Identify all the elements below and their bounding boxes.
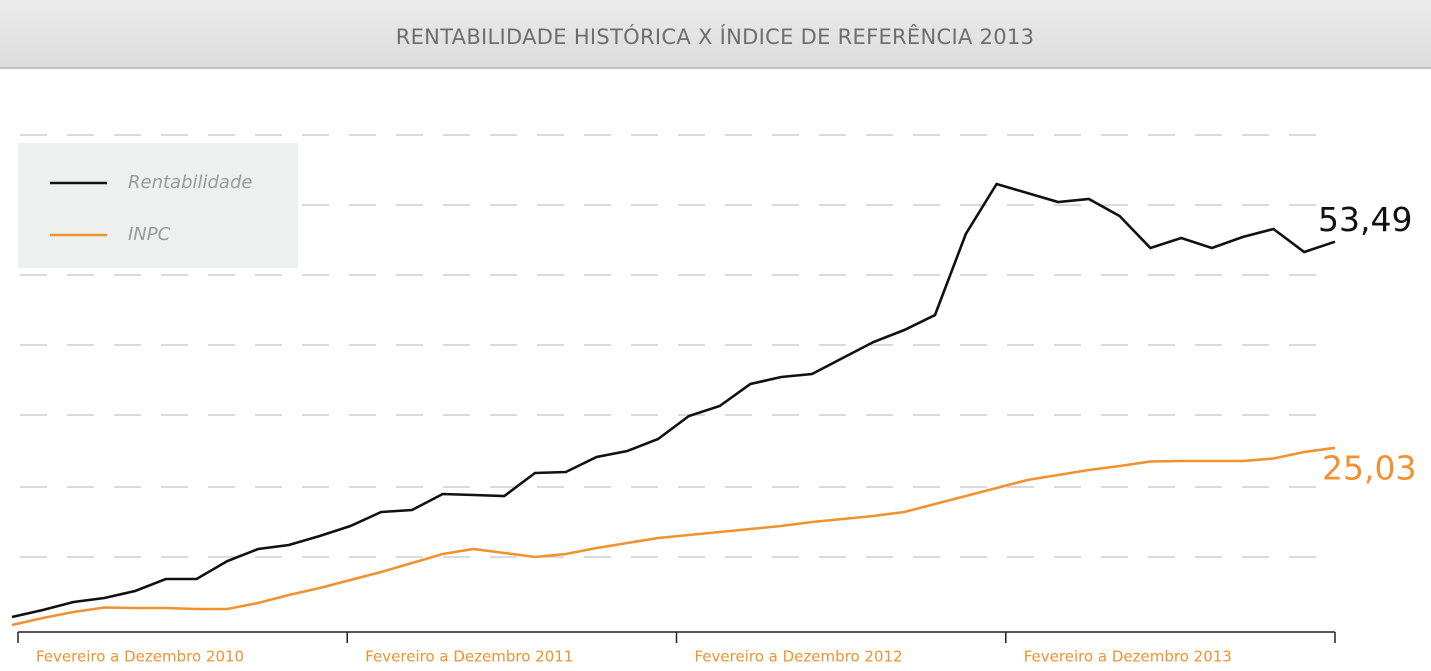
legend-box <box>18 143 298 268</box>
series-line <box>11 446 1336 627</box>
chart-title: RENTABILIDADE HISTÓRICA X ÍNDICE DE REFE… <box>396 24 1035 49</box>
header-bar <box>0 0 1431 68</box>
x-group-label: Fevereiro a Dezembro 2011 <box>365 648 573 666</box>
x-group-label: Fevereiro a Dezembro 2012 <box>695 648 903 666</box>
legend-label: INPC <box>128 224 171 245</box>
legend-label: Rentabilidade <box>128 172 252 193</box>
end-label: 53,49 <box>1318 200 1412 239</box>
x-group-label: Fevereiro a Dezembro 2010 <box>36 648 244 666</box>
grid <box>20 134 1335 558</box>
x-group-label: Fevereiro a Dezembro 2013 <box>1024 648 1232 666</box>
series-line <box>11 182 1336 619</box>
end-label: 25,03 <box>1322 448 1416 487</box>
